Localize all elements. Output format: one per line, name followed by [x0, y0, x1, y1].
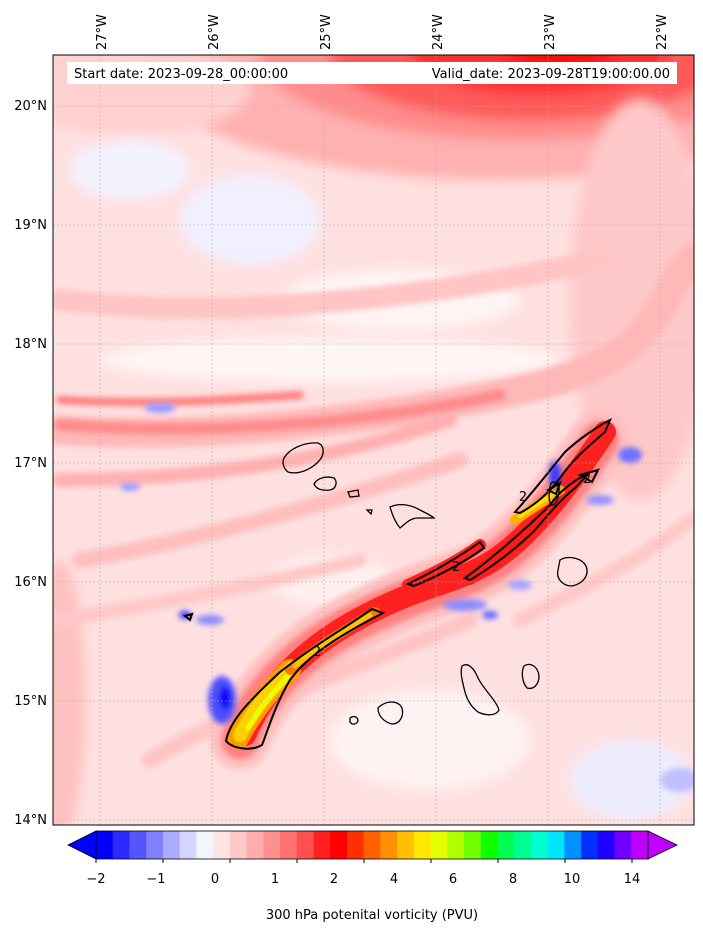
date-info-box — [67, 62, 677, 84]
cb-tick-neg1: −1 — [146, 872, 165, 887]
island-maio — [521, 663, 540, 690]
colorbar-swatch — [497, 831, 515, 859]
colorbar-extend-max — [647, 830, 678, 860]
lat-label-20n: 20°N — [14, 99, 47, 114]
island-brava — [349, 715, 359, 725]
colorbar-swatch — [313, 831, 331, 859]
cb-tick-4: 4 — [390, 872, 398, 887]
graticule — [53, 55, 694, 825]
colorbar-swatch — [547, 831, 565, 859]
contour-label-4: 2 — [583, 472, 591, 487]
lat-label-19n: 19°N — [14, 218, 47, 233]
colorbar-swatch — [146, 831, 164, 859]
colorbar-swatch — [464, 831, 482, 859]
contour-label-2: 2 — [452, 560, 460, 575]
colorbar-frame — [95, 830, 649, 860]
colorbar — [67, 830, 678, 863]
island-boa-vista — [556, 556, 588, 587]
colorbar-swatch — [581, 831, 599, 859]
cb-tick-6: 6 — [449, 872, 457, 887]
island-santo-antao — [282, 442, 324, 474]
valid-date-text: Valid_date: 2023-09-28T19:00:00.00 — [432, 67, 670, 82]
lat-label-15n: 15°N — [14, 694, 47, 709]
colorbar-swatch — [631, 831, 649, 859]
pv-streaks — [53, 245, 694, 768]
map-field: 2 2 2 2 — [53, 55, 694, 825]
colorbar-swatch — [129, 831, 147, 859]
colorbar-swatch — [380, 831, 398, 859]
lat-label-17n: 17°N — [14, 456, 47, 471]
lon-label-24w: 24°W — [431, 14, 446, 50]
colorbar-swatch — [397, 831, 415, 859]
colorbar-swatch — [597, 831, 616, 859]
island-fogo — [377, 701, 404, 725]
island-santiago — [460, 664, 500, 716]
lon-label-22w: 22°W — [655, 14, 670, 50]
colorbar-swatch — [330, 831, 348, 859]
island-santa-luzia — [347, 489, 360, 498]
colorbar-swatch — [447, 831, 465, 859]
cb-tick-14: 14 — [624, 872, 641, 887]
colorbar-swatch — [280, 831, 298, 859]
colorbar-swatch — [246, 831, 264, 859]
lat-label-18n: 18°N — [14, 337, 47, 352]
colorbar-caption: 300 hPa potenital vorticity (PVU) — [266, 908, 478, 923]
map-frame — [52, 54, 695, 826]
colorbar-swatch — [480, 831, 498, 859]
colorbar-swatch — [346, 831, 365, 859]
colorbar-swatch — [363, 831, 381, 859]
colorbar-swatch — [96, 831, 114, 859]
cb-tick-neg2: −2 — [86, 872, 105, 887]
colorbar-swatch — [564, 831, 582, 859]
lon-label-25w: 25°W — [319, 14, 334, 50]
colorbar-swatch — [263, 831, 281, 859]
colorbar-swatch — [213, 831, 231, 859]
contour-label-3: 2 — [519, 490, 527, 505]
colorbar-swatch — [162, 831, 181, 859]
island-branco — [365, 509, 373, 516]
cb-tick-1: 1 — [271, 872, 279, 887]
colorbar-swatch — [179, 831, 197, 859]
cb-tick-0: 0 — [211, 872, 219, 887]
lon-label-23w: 23°W — [543, 14, 558, 50]
contour-label-1: 2 — [313, 645, 321, 660]
colorbar-swatch — [430, 831, 448, 859]
lon-label-26w: 26°W — [207, 14, 222, 50]
start-date-text: Start date: 2023-09-28_00:00:00 — [74, 67, 288, 82]
cb-tick-8: 8 — [509, 872, 517, 887]
island-sal — [548, 481, 560, 506]
longitude-axis: 27°W 26°W 25°W 24°W 23°W 22°W — [95, 14, 670, 50]
coastlines — [282, 442, 588, 725]
colorbar-tick-labels: −2 −1 0 1 2 4 6 8 10 14 — [86, 872, 640, 887]
cb-tick-2: 2 — [330, 872, 338, 887]
colorbar-extend-min — [67, 830, 97, 860]
lat-label-16n: 16°N — [14, 575, 47, 590]
colorbar-swatch — [530, 831, 549, 859]
latitude-axis: 20°N 19°N 18°N 17°N 16°N 15°N 14°N — [14, 99, 47, 828]
colorbar-swatch — [196, 831, 214, 859]
colorbar-swatch — [112, 831, 130, 859]
island-sao-vicente — [313, 476, 337, 491]
pv-filament — [210, 410, 630, 770]
pv-2-contour — [182, 417, 612, 750]
colorbar-swatch — [514, 831, 532, 859]
island-sao-nicolau — [389, 503, 436, 529]
colorbar-swatch — [614, 831, 632, 859]
lat-label-14n: 14°N — [14, 813, 47, 828]
colorbar-swatch — [413, 831, 432, 859]
colorbar-swatch — [229, 831, 248, 859]
lon-label-27w: 27°W — [95, 14, 110, 50]
cb-tick-10: 10 — [564, 872, 581, 887]
colorbar-swatch — [296, 831, 314, 859]
